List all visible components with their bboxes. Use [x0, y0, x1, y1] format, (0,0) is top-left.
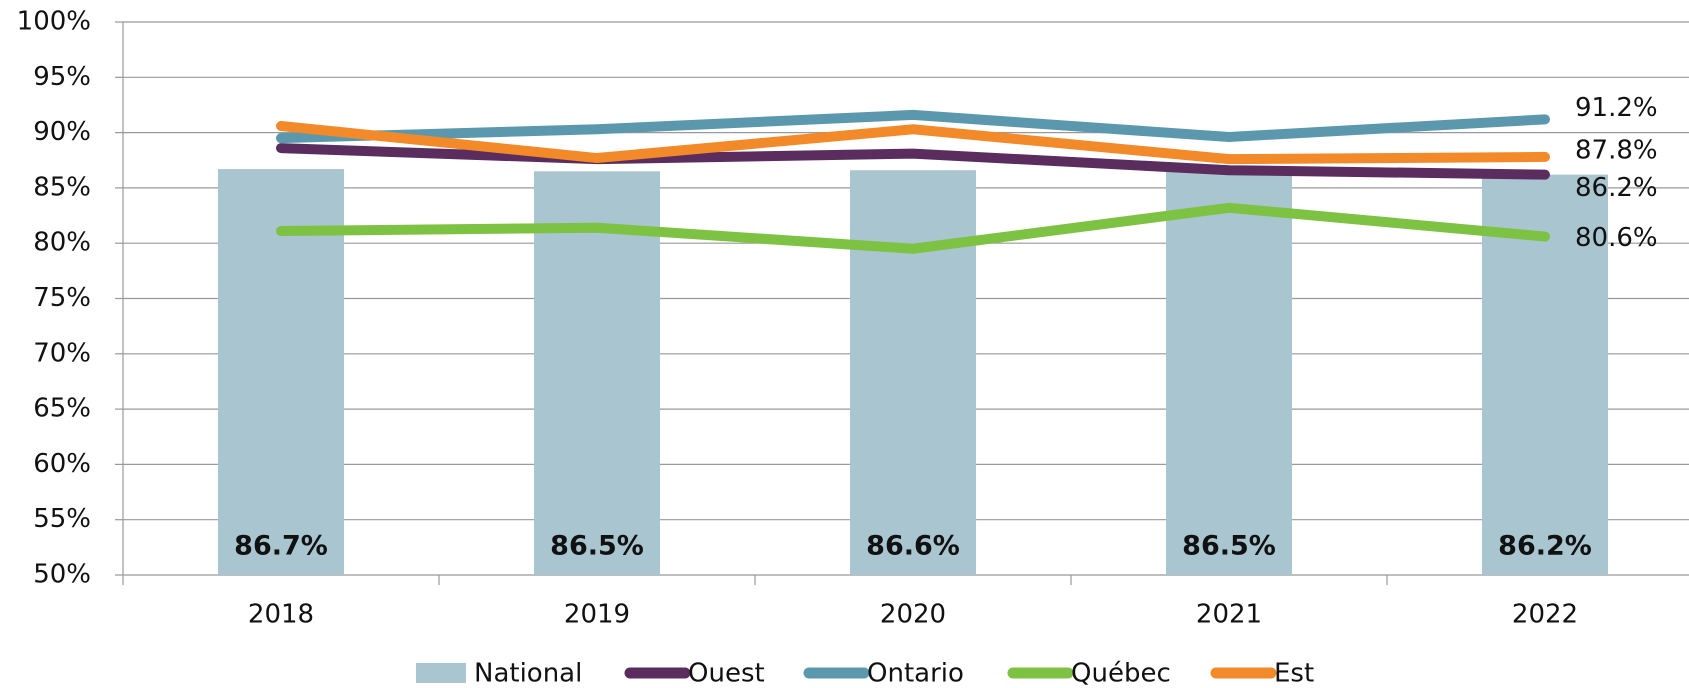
line: [276, 109, 1550, 144]
line-value-label: 91.2%: [1575, 93, 1658, 123]
legend-label: National: [474, 659, 582, 688]
bar: [534, 171, 660, 575]
y-tick-label: 55%: [33, 504, 91, 534]
bar: [1166, 171, 1292, 575]
y-tick-label: 65%: [33, 394, 91, 424]
line: [276, 202, 1550, 254]
y-tick-label: 100%: [17, 7, 91, 37]
bar-value-label: 86.7%: [234, 531, 328, 562]
line-value-label: 87.8%: [1575, 135, 1658, 165]
line: [276, 143, 1550, 180]
x-tick-label: 2022: [1512, 600, 1578, 630]
legend-swatch: [416, 663, 466, 683]
y-tick-label: 60%: [33, 449, 91, 479]
legend-label: Québec: [1071, 659, 1171, 688]
y-tick-label: 85%: [33, 172, 91, 202]
y-tick-label: 95%: [33, 62, 91, 92]
line-value-label: 86.2%: [1575, 173, 1658, 203]
y-tick-label: 75%: [33, 283, 91, 313]
bar-value-label: 86.5%: [1182, 531, 1276, 562]
bar-value-label: 86.5%: [550, 531, 644, 562]
x-tick-label: 2018: [248, 600, 314, 630]
line-value-label: 80.6%: [1575, 223, 1658, 253]
y-tick-label: 70%: [33, 338, 91, 368]
legend-label: Ouest: [688, 659, 765, 688]
bar: [850, 170, 976, 576]
legend-label: Est: [1274, 659, 1314, 688]
x-tick-label: 2019: [564, 600, 630, 630]
x-tick-label: 2021: [1196, 600, 1262, 630]
y-tick-label: 80%: [33, 228, 91, 258]
x-tick-label: 2020: [880, 600, 946, 630]
bar-value-label: 86.6%: [866, 531, 960, 562]
bar: [218, 169, 344, 575]
y-tick-label: 90%: [33, 117, 91, 147]
line: [276, 120, 1550, 165]
bar-value-label: 86.2%: [1498, 531, 1592, 562]
y-tick-label: 50%: [33, 560, 91, 590]
legend-label: Ontario: [867, 659, 964, 688]
